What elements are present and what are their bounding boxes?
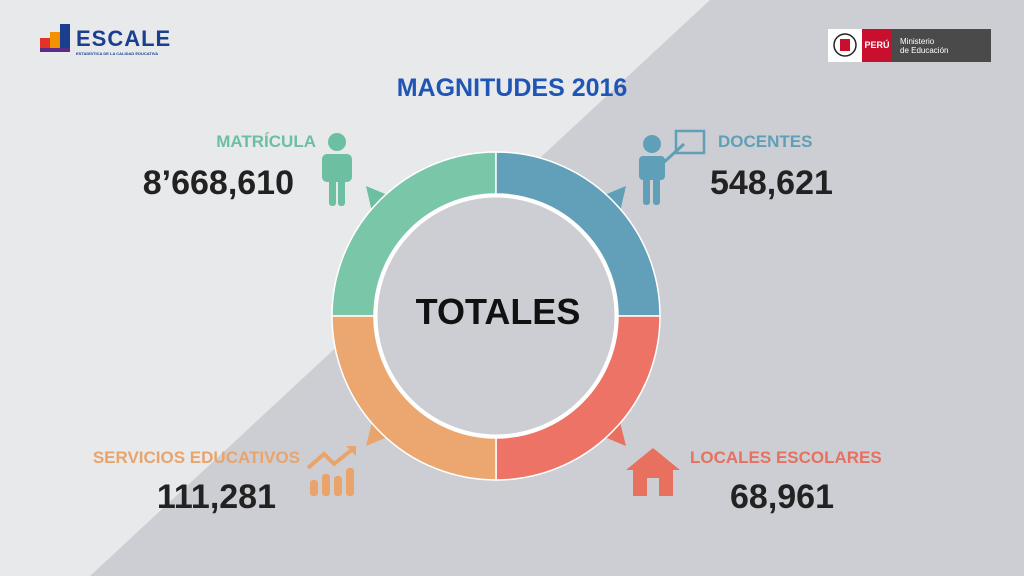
growth-chart-icon <box>306 446 356 496</box>
segment-servicios <box>331 315 497 481</box>
docentes-label: DOCENTES <box>718 132 813 151</box>
center-label: TOTALES <box>415 291 581 332</box>
escale-logo-text: ESCALE <box>76 26 172 51</box>
pointer-locales <box>602 422 626 446</box>
escale-logo-subtitle: ESTADÍSTICA DE LA CALIDAD EDUCATIVA <box>76 51 159 56</box>
locales-label: LOCALES ESCOLARES <box>690 448 882 467</box>
totals-donut <box>331 151 661 481</box>
matricula-label: MATRÍCULA <box>216 132 316 151</box>
ministry-line2: de Educación <box>900 46 949 55</box>
ministry-country: PERÚ <box>862 29 892 62</box>
servicios-value: 111,281 <box>156 478 276 516</box>
ministry-line1: Ministerio <box>900 37 935 46</box>
house-icon <box>626 448 680 496</box>
matricula-value: 8’668,610 <box>142 164 294 202</box>
escale-logo[interactable]: ESCALE ESTADÍSTICA DE LA CALIDAD EDUCATI… <box>40 22 170 58</box>
docentes-value: 548,621 <box>710 164 833 202</box>
escale-logo-mark <box>40 24 70 52</box>
pointer-servicios <box>366 422 390 446</box>
ministry-name-box: Ministerio de Educación <box>892 29 991 62</box>
ministry-logo[interactable]: PERÚ Ministerio de Educación <box>828 29 991 62</box>
peru-shield-icon <box>828 29 862 62</box>
pointer-matricula <box>366 186 390 212</box>
servicios-label: SERVICIOS EDUCATIVOS <box>92 448 300 467</box>
person-icon <box>322 133 352 206</box>
pointer-docentes <box>602 186 626 212</box>
locales-value: 68,961 <box>730 478 834 516</box>
page-title: MAGNITUDES 2016 <box>396 74 628 102</box>
teacher-icon <box>639 129 706 205</box>
